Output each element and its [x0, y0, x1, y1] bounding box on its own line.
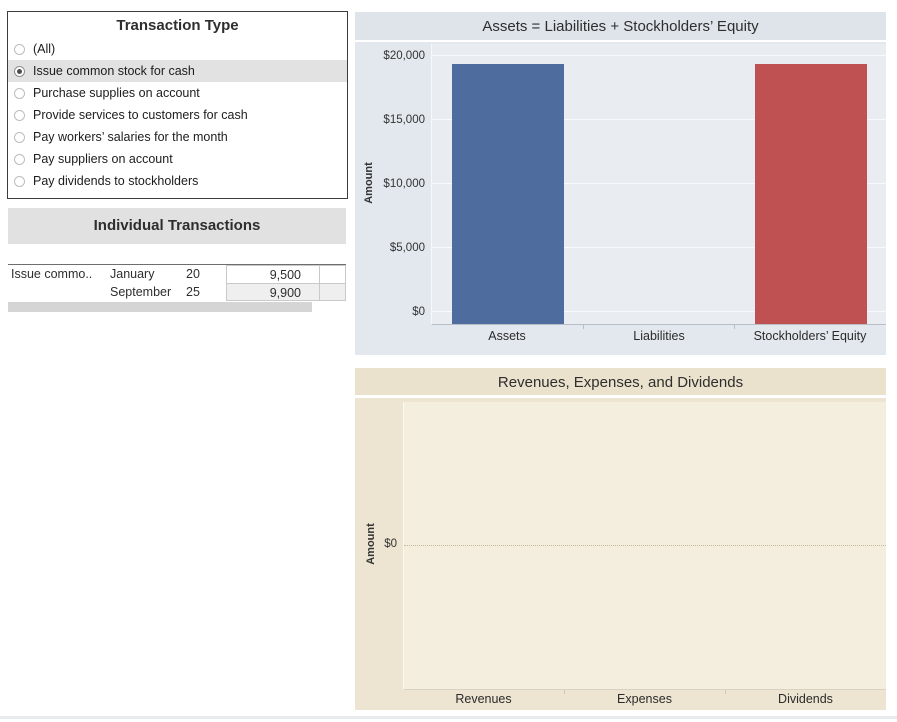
- chart-title: Assets = Liabilities + Stockholders’ Equ…: [355, 12, 886, 42]
- cell-month[interactable]: January: [110, 267, 155, 281]
- plot-area: [403, 402, 886, 690]
- gridline: [432, 55, 886, 56]
- radio-selected-icon[interactable]: [14, 65, 25, 77]
- y-tick-label: $0: [384, 538, 397, 550]
- x-axis-tick: [564, 690, 565, 694]
- y-tick-label: $15,000: [383, 114, 425, 126]
- accounting-equation-chart: Assets = Liabilities + Stockholders’ Equ…: [355, 12, 886, 355]
- radio-icon[interactable]: [14, 43, 25, 55]
- cell-transaction-type[interactable]: [8, 283, 110, 301]
- horizontal-scrollbar[interactable]: [8, 302, 312, 312]
- filter-option-provide-services[interactable]: Provide services to customers for cash: [8, 104, 347, 126]
- bar-assets[interactable]: [452, 64, 564, 324]
- cell-empty[interactable]: [320, 265, 346, 283]
- radio-icon[interactable]: [14, 175, 25, 187]
- x-category-label-revenues[interactable]: Revenues: [455, 692, 512, 706]
- x-axis-tick: [583, 325, 584, 329]
- filter-option-label: Pay dividends to stockholders: [33, 174, 199, 188]
- x-category-label-stockholders-equity[interactable]: Stockholders’ Equity: [753, 329, 867, 343]
- filter-option-label: (All): [33, 42, 56, 56]
- cell-day[interactable]: 20: [186, 267, 200, 281]
- filter-option-pay-dividends[interactable]: Pay dividends to stockholders: [8, 170, 347, 192]
- filter-option-pay-suppliers[interactable]: Pay suppliers on account: [8, 148, 347, 170]
- y-tick-label: $20,000: [383, 50, 425, 62]
- filter-option-purchase-supplies[interactable]: Purchase supplies on account: [8, 82, 347, 104]
- cell-day[interactable]: 25: [186, 285, 200, 299]
- cell-transaction-type[interactable]: Issue commo..: [11, 267, 93, 281]
- filter-option-label: Pay suppliers on account: [33, 152, 173, 166]
- filter-option-label: Issue common stock for cash: [33, 64, 195, 78]
- bar-stockholders-equity[interactable]: [755, 64, 867, 324]
- individual-transactions-title: Individual Transactions: [8, 208, 346, 244]
- y-tick-label: $0: [412, 306, 425, 318]
- cell-empty[interactable]: [320, 283, 346, 301]
- transactions-table: Issue commo.. January 20 9,500 September…: [8, 264, 346, 301]
- revenues-expenses-dividends-chart: Revenues, Expenses, and Dividends Amount…: [355, 368, 886, 710]
- filter-option-label: Pay workers’ salaries for the month: [33, 130, 228, 144]
- gridline: [432, 119, 886, 120]
- filter-option-label: Purchase supplies on account: [33, 86, 200, 100]
- cell-month[interactable]: September: [110, 285, 172, 299]
- filter-option-all[interactable]: (All): [8, 38, 347, 60]
- table-row: September 25 9,900: [8, 283, 346, 301]
- radio-icon[interactable]: [14, 87, 25, 99]
- filter-option-issue-common-stock[interactable]: Issue common stock for cash: [8, 60, 347, 82]
- x-category-label-dividends[interactable]: Dividends: [778, 692, 833, 706]
- x-axis-tick: [734, 325, 735, 329]
- gridline: [432, 247, 886, 248]
- table-row: Issue commo.. January 20 9,500: [8, 265, 346, 283]
- cell-amount[interactable]: 9,500: [226, 265, 320, 283]
- radio-icon[interactable]: [14, 109, 25, 121]
- x-axis-tick: [725, 690, 726, 694]
- chart-title: Revenues, Expenses, and Dividends: [355, 368, 886, 398]
- radio-icon[interactable]: [14, 153, 25, 165]
- y-tick-label: $5,000: [389, 242, 425, 254]
- y-tick-label: $10,000: [383, 178, 425, 190]
- filter-title: Transaction Type: [116, 17, 239, 34]
- cell-amount[interactable]: 9,900: [226, 283, 320, 301]
- filter-option-pay-workers-salaries[interactable]: Pay workers’ salaries for the month: [8, 126, 347, 148]
- transaction-type-filter: Transaction Type (All) Issue common stoc…: [7, 11, 348, 199]
- x-category-label-assets[interactable]: Assets: [488, 329, 526, 343]
- gridline: [432, 311, 886, 312]
- x-category-label-expenses[interactable]: Expenses: [617, 692, 672, 706]
- filter-option-label: Provide services to customers for cash: [33, 108, 248, 122]
- x-category-label-liabilities[interactable]: Liabilities: [633, 329, 685, 343]
- page-bottom-divider: [0, 716, 897, 719]
- radio-icon[interactable]: [14, 131, 25, 143]
- plot-area: [431, 44, 886, 325]
- gridline: [432, 183, 886, 184]
- zero-gridline: [404, 545, 886, 546]
